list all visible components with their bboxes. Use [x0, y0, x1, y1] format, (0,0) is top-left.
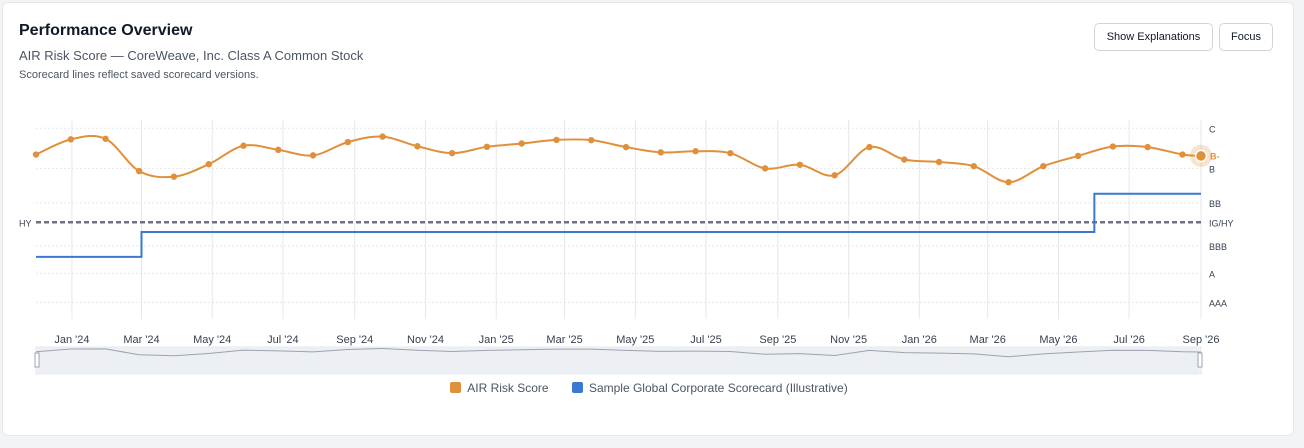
air-data-point [518, 140, 525, 147]
air-current-point [1194, 149, 1208, 163]
air-data-point [483, 143, 491, 151]
air-data-point [692, 148, 699, 155]
x-tick-label: Mar '24 [123, 334, 159, 346]
y-tick-label: IG/HY [1209, 218, 1234, 228]
air-data-point [1179, 151, 1186, 158]
x-tick-label: Sep '24 [336, 334, 373, 346]
x-tick-label: Mar '25 [546, 334, 582, 346]
page-title: Performance Overview [19, 22, 193, 39]
air-data-point [414, 143, 421, 150]
x-tick-label: Nov '24 [407, 334, 444, 346]
x-tick-label: Sep '26 [1183, 334, 1220, 346]
y-tick-label: C [1209, 124, 1216, 134]
legend-item-air[interactable]: AIR Risk Score [450, 380, 549, 395]
air-data-point [309, 152, 317, 159]
y-tick-label: BBB [1209, 242, 1227, 252]
threshold-label: HY [19, 218, 32, 228]
current-rating-label: B- [1210, 151, 1220, 161]
air-data-point [727, 149, 734, 157]
x-tick-label: Jul '26 [1113, 334, 1144, 346]
air-series-line [35, 134, 1202, 184]
air-data-point [1109, 143, 1117, 150]
performance-chart[interactable]: Jan '24 Mar '24 May '24 Jul '24 Sep '24 Nov '… [3, 3, 1295, 379]
legend-label-scorecard: Sample Global Corporate Scorecard (Illus… [588, 380, 848, 395]
performance-card: Performance Overview AIR Risk Score — Co… [2, 2, 1294, 436]
x-tick-label: Jan '26 [902, 334, 937, 346]
x-tick-label: Jul '24 [267, 334, 298, 346]
air-data-point [761, 165, 769, 172]
air-data-point [344, 138, 352, 146]
scorecard-series-line [36, 192, 1201, 258]
air-data-point [553, 136, 560, 144]
air-data-point [588, 136, 595, 144]
air-data-point [205, 161, 212, 168]
y-tick-label: AAA [1209, 298, 1227, 308]
x-tick-label: Jan '25 [479, 334, 514, 346]
chart-subtitle: AIR Risk Score — CoreWeave, Inc. Class A… [19, 48, 364, 63]
show-explanations-button[interactable]: Show Explanations [1094, 23, 1213, 51]
x-tick-label: Jul '25 [690, 334, 721, 346]
x-tick-label: Mar '26 [970, 334, 1006, 346]
air-data-point [1074, 152, 1082, 160]
air-data-point [1005, 178, 1012, 186]
air-data-point [970, 162, 977, 170]
y-tick-label: A [1209, 269, 1215, 279]
air-data-point [657, 149, 665, 156]
air-data-point [901, 156, 908, 163]
air-data-point [935, 158, 943, 166]
navigator-right-handle[interactable] [1197, 352, 1203, 368]
x-tick-label: May '24 [193, 334, 231, 346]
air-data-point [102, 135, 109, 142]
air-data-point [170, 173, 178, 180]
y-tick-label: BB [1209, 199, 1221, 209]
air-data-point [240, 142, 247, 149]
focus-button[interactable]: Focus [1219, 23, 1273, 51]
x-tick-label: May '26 [1039, 334, 1077, 346]
x-tick-label: Sep '25 [759, 334, 796, 346]
air-data-point [1040, 162, 1047, 170]
legend-item-scorecard[interactable]: Sample Global Corporate Scorecard (Illus… [571, 380, 848, 395]
air-data-point [67, 136, 74, 143]
chart-legend: AIR Risk Score Sample Global Corporate S… [3, 380, 1295, 395]
y-tick-label: B [1209, 164, 1215, 174]
navigator-selection [38, 347, 1199, 374]
x-tick-label: May '25 [616, 334, 654, 346]
air-data-point [32, 151, 40, 158]
air-data-point [866, 143, 873, 151]
air-data-point [622, 143, 630, 151]
air-data-point [135, 167, 143, 175]
legend-label-air: AIR Risk Score [467, 380, 549, 395]
air-data-point [275, 146, 282, 154]
air-data-point [1144, 143, 1151, 151]
x-tick-label: Jan '24 [54, 334, 89, 346]
legend-swatch-scorecard [571, 381, 583, 393]
navigator-series-line [35, 347, 1202, 358]
range-navigator[interactable] [34, 346, 1203, 375]
air-data-point [831, 172, 838, 179]
air-data-point [379, 133, 386, 140]
scorecard-note: Scorecard lines reflect saved scorecard … [19, 69, 259, 81]
x-tick-label: Nov '25 [830, 334, 867, 346]
air-data-point [448, 149, 456, 157]
legend-swatch-air [450, 381, 462, 393]
navigator-left-handle[interactable] [34, 352, 40, 368]
air-data-point [796, 161, 804, 168]
